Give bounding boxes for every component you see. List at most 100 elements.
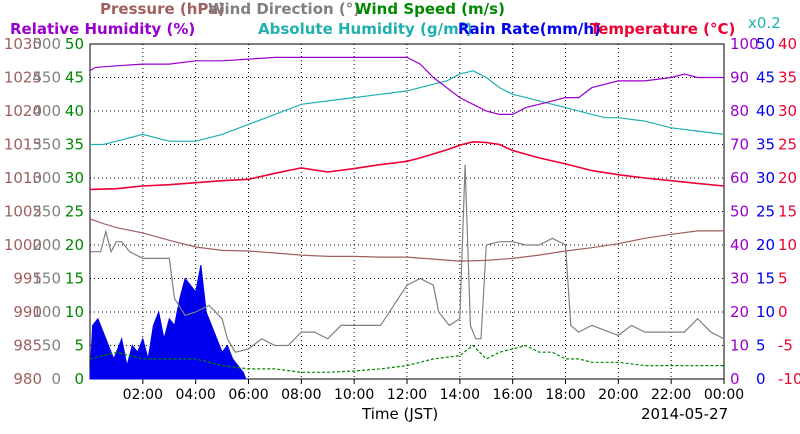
y-tick-humidity: 20 [730,303,749,321]
legend-row-1: Pressure (hPa) Wind Direction (°) Wind S… [100,0,505,18]
x-tick-label: 10:00 [334,387,374,403]
y-tick-wind_dir: 500 [32,35,61,53]
y-tick-wind_dir: 50 [42,337,61,355]
y-tick-wind_speed: 45 [65,69,84,87]
y-tick-humidity: 70 [730,136,749,154]
y-tick-wind_speed: 0 [74,370,84,388]
y-tick-wind_dir: 250 [32,203,61,221]
y-tick-wind_speed: 40 [65,102,84,120]
y-tick-humidity: 40 [730,236,749,254]
y-tick-humidity: 50 [730,203,749,221]
x02-note: x0.2 [748,14,781,32]
legend-rain-rate: Rain Rate(mm/h) [458,20,601,38]
y-tick-humidity: 80 [730,102,749,120]
y-tick-wind_dir: 400 [32,102,61,120]
y-tick-temperature: 5 [778,270,788,288]
y-tick-pressure: 1020 [4,102,42,120]
y-tick-rain: 20 [756,236,775,254]
series-layer [89,56,725,380]
y-tick-wind_speed: 10 [65,303,84,321]
y-tick-humidity: 100 [730,35,759,53]
y-tick-rain: 10 [756,303,775,321]
legend-pressure: Pressure (hPa) [100,0,225,18]
y-tick-wind_speed: 20 [65,236,84,254]
y-tick-rain: 0 [756,370,766,388]
x-tick-label: 06:00 [228,387,268,403]
y-tick-rain: 40 [756,102,775,120]
y-tick-humidity: 30 [730,270,749,288]
x-axis: 02:00 04:00 06:00 08:00 10:00 12:00 14:00 16:00… [123,379,744,403]
x-tick-label: 20:00 [598,387,638,403]
series-wind_speed [89,344,724,373]
y-tick-temperature: 0 [778,303,788,321]
x-tick-label: 08:00 [281,387,321,403]
y-tick-temperature: 25 [778,136,797,154]
y-tick-humidity: 60 [730,169,749,187]
y-tick-pressure: 995 [13,270,42,288]
x-tick-label: 14:00 [440,387,480,403]
series-pressure [89,218,724,262]
y-tick-rain: 5 [756,337,766,355]
date-label: 2014-05-27 [641,405,728,423]
legend-tail: ) [466,20,473,38]
series-wind_dir [90,164,725,353]
y-tick-wind_speed: 50 [65,35,84,53]
y-tick-wind_dir: 300 [32,169,61,187]
x-tick-label: 04:00 [175,387,215,403]
y-tick-wind_speed: 35 [65,136,84,154]
y-tick-pressure: 1005 [4,203,42,221]
y-tick-pressure: 1000 [4,236,42,254]
y-tick-wind_speed: 15 [65,270,84,288]
y-tick-temperature: 35 [778,69,797,87]
x-tick-label: 00:00 [704,387,744,403]
legend-absolute-humidity: Absolute Humidity (g/m3) [258,20,473,38]
y-tick-rain: 50 [756,35,775,53]
y-tick-wind_dir: 150 [32,270,61,288]
x-tick-label: 02:00 [123,387,163,403]
grid [90,44,724,379]
y-tick-pressure: 1025 [4,69,42,87]
legend-relative-humidity: Relative Humidity (%) [10,20,195,38]
y-tick-rain: 25 [756,203,775,221]
y-tick-temperature: 40 [778,35,797,53]
series-rain [89,265,247,380]
y-tick-humidity: 0 [730,370,740,388]
right-axes: 1009080706050403020100504540353025201510… [730,35,800,388]
y-tick-rain: 30 [756,169,775,187]
legend-wind-direction: Wind Direction (°) [208,0,360,18]
x-tick-label: 16:00 [492,387,532,403]
y-tick-wind_speed: 5 [74,337,84,355]
y-tick-wind_dir: 100 [32,303,61,321]
y-tick-pressure: 980 [13,370,42,388]
x-tick-label: 12:00 [387,387,427,403]
left-axes: 1030102510201015101010051000995990985980… [4,35,84,388]
y-tick-wind_speed: 25 [65,203,84,221]
y-tick-temperature: 10 [778,236,797,254]
legend-row-2: Relative Humidity (%) Absolute Humidity … [10,14,781,38]
y-tick-wind_dir: 350 [32,136,61,154]
y-tick-wind_dir: 200 [32,236,61,254]
y-tick-pressure: 1030 [4,35,42,53]
series-humidity [89,56,724,115]
x-tick-label: 18:00 [545,387,585,403]
series-temperature [89,140,725,191]
y-tick-pressure: 1010 [4,169,42,187]
y-tick-temperature: -5 [778,337,793,355]
y-tick-humidity: 90 [730,69,749,87]
y-tick-humidity: 10 [730,337,749,355]
y-tick-pressure: 985 [13,337,42,355]
y-tick-wind_dir: 0 [51,370,61,388]
y-tick-pressure: 990 [13,303,42,321]
y-tick-temperature: 20 [778,169,797,187]
legend-wind-speed: Wind Speed (m/s) [355,0,505,18]
y-tick-rain: 45 [756,69,775,87]
y-tick-wind_dir: 450 [32,69,61,87]
y-tick-pressure: 1015 [4,136,42,154]
y-tick-rain: 35 [756,136,775,154]
x-tick-label: 22:00 [651,387,691,403]
series-abs_humidity [90,70,725,146]
y-tick-rain: 15 [756,270,775,288]
x-axis-label: Time (JST) [361,405,438,423]
y-tick-temperature: 15 [778,203,797,221]
